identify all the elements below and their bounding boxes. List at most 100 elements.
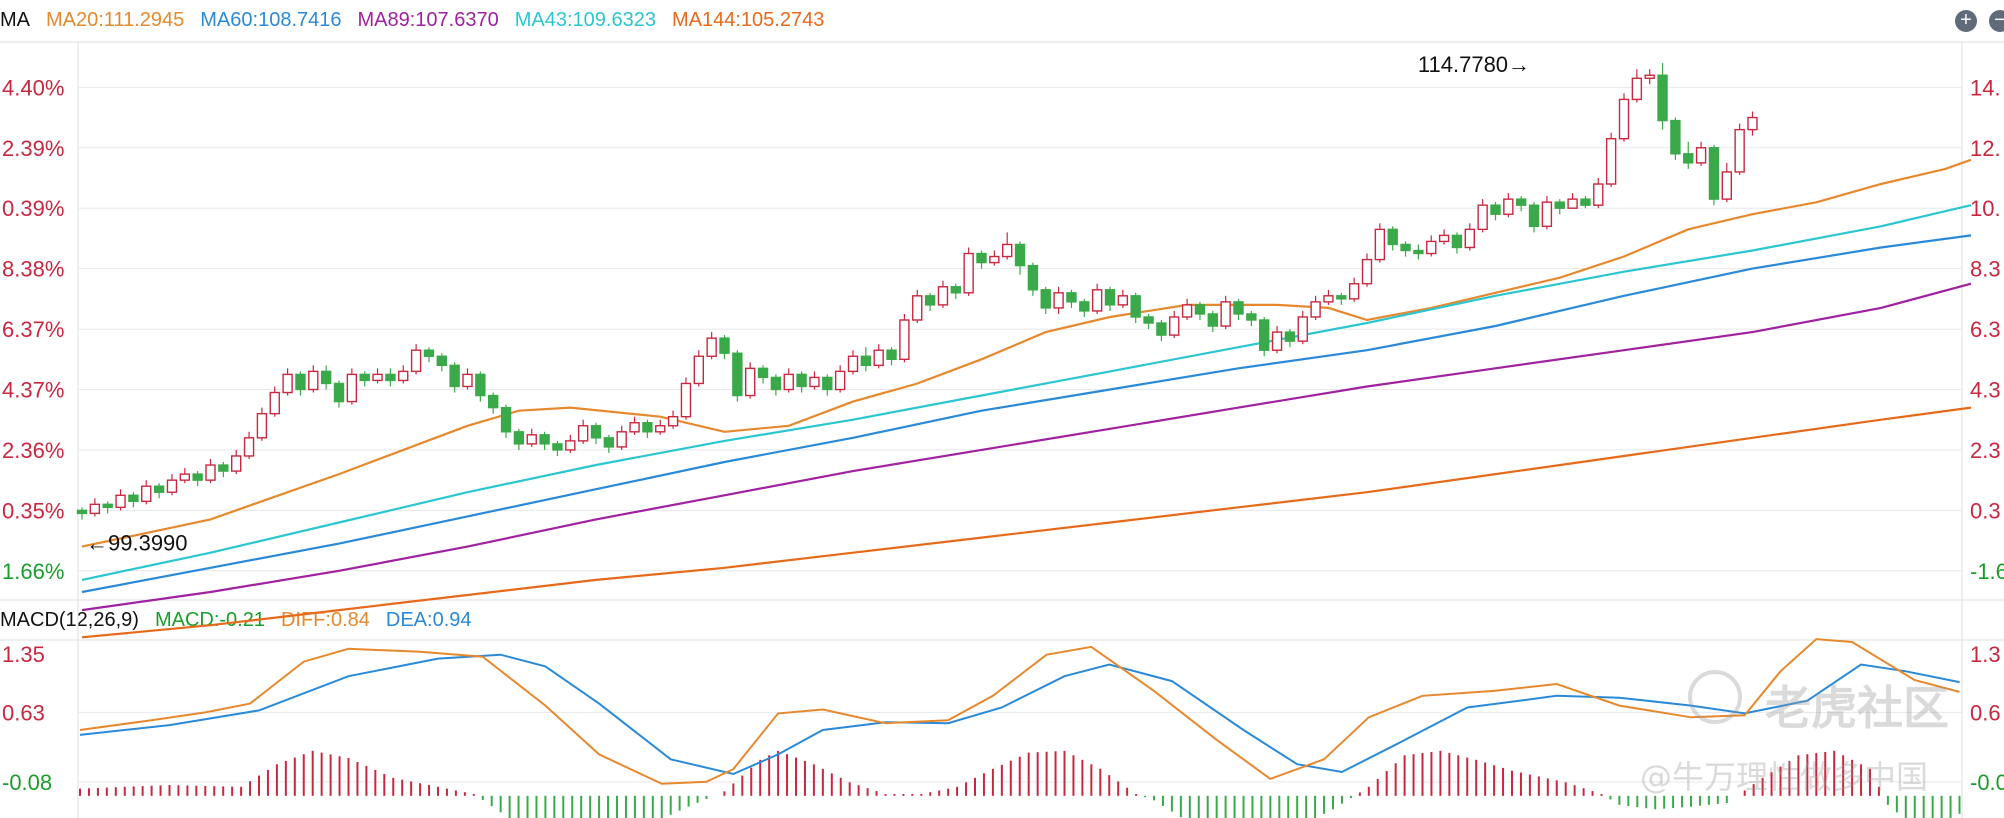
candle-body <box>320 370 332 385</box>
ma-line-ma20 <box>81 158 1972 548</box>
candle-body <box>179 473 191 481</box>
candle-body <box>1734 128 1745 173</box>
right-tick-label: -1.6 <box>1970 559 2004 584</box>
candle-body <box>1220 301 1231 327</box>
candle-body <box>603 437 615 448</box>
candle-body <box>1053 292 1064 309</box>
candle-body <box>1618 98 1630 140</box>
ma-legend-ma60: MA60:108.7416 <box>200 8 342 31</box>
candle-body <box>1348 283 1360 300</box>
candle-body <box>1721 171 1733 200</box>
candle-body <box>796 373 807 388</box>
candle-body <box>346 373 358 403</box>
candle-body <box>706 337 717 357</box>
left-tick-label: 0.39% <box>2 196 64 221</box>
low-annotation: ←99.3990 <box>86 531 188 556</box>
candle-body <box>1670 119 1681 155</box>
candle-body <box>629 422 640 433</box>
right-tick-label: 6.3 <box>1970 317 2001 342</box>
candle-body <box>385 373 396 382</box>
candle-body <box>616 431 627 448</box>
candle-body <box>398 370 409 382</box>
candle-body <box>719 337 730 354</box>
candle-body <box>333 382 345 403</box>
candle-body <box>590 425 602 439</box>
ma-line-ma89 <box>81 282 1972 612</box>
candle-body <box>1091 289 1103 312</box>
candle-body <box>1631 77 1643 101</box>
ma-legend-title: MA <box>0 8 30 31</box>
candle-body <box>295 373 306 391</box>
macd-left-tick-label: 0.63 <box>2 700 45 725</box>
candle-body <box>205 464 216 481</box>
macd-legend-dea: DEA:0.94 <box>385 608 472 631</box>
candle-body <box>963 252 974 294</box>
candle-body <box>76 509 88 515</box>
candle-body <box>912 295 923 321</box>
right-tick-label: 14. <box>1970 75 2001 100</box>
candle-body <box>462 373 473 388</box>
candle-body <box>128 494 139 503</box>
candle-body <box>1310 301 1321 318</box>
ma-legend-ma89: MA89:107.6370 <box>357 8 499 31</box>
macd-right-tick-label: 0.6 <box>1970 700 2001 725</box>
zoom-in-icon[interactable]: + <box>1955 10 1977 32</box>
candle-body <box>1464 228 1476 249</box>
right-tick-label: 4.3 <box>1970 378 2001 403</box>
candle-body <box>141 485 152 503</box>
candle-body <box>809 376 820 388</box>
candle-body <box>1156 322 1167 336</box>
macd-right-tick-label: 1.3 <box>1970 642 2001 667</box>
right-tick-label: 0.3 <box>1970 498 2001 523</box>
candle-body <box>1747 116 1758 131</box>
macd-legend-macd: MACD:-0.21 <box>154 608 265 631</box>
candle-body <box>1490 204 1501 215</box>
candle-body <box>1117 295 1129 306</box>
candle-body <box>667 415 679 427</box>
candle-body <box>757 367 769 379</box>
candle-body <box>1708 147 1720 200</box>
candle-body <box>1593 183 1604 206</box>
macd-right-tick-label: -0.0 <box>1970 770 2004 795</box>
candle-body <box>937 286 949 306</box>
watermark-logo-icon <box>1688 670 1742 724</box>
candle-body <box>1323 295 1334 303</box>
candle-body <box>1130 295 1141 318</box>
candle-body <box>1413 249 1424 255</box>
candle-body <box>1580 198 1591 206</box>
candle-body <box>1528 204 1540 228</box>
candle-body <box>1336 295 1347 300</box>
candle-body <box>745 367 756 397</box>
candle-body <box>1695 147 1707 164</box>
left-tick-label: 8.38% <box>2 257 64 282</box>
candle-body <box>1169 316 1180 336</box>
candle-body <box>1233 301 1244 315</box>
candle-body <box>822 376 833 391</box>
watermark-handle: @牛万理性做多中国 <box>1640 758 1929 796</box>
candle-body <box>1066 292 1077 303</box>
candle-body <box>860 355 872 367</box>
candle-body <box>230 455 242 472</box>
candle-body <box>166 479 178 493</box>
candle-body <box>1683 153 1694 164</box>
right-tick-label: 8.3 <box>1970 257 2001 282</box>
candle-body <box>269 391 280 415</box>
candle-body <box>410 349 422 373</box>
ma-legend-ma20: MA20:111.2945 <box>46 8 185 31</box>
candle-body <box>423 349 435 357</box>
left-tick-label: 6.37% <box>2 317 64 342</box>
candle-body <box>732 352 743 397</box>
candle-body <box>924 295 936 306</box>
candle-body <box>308 370 319 391</box>
candle-body <box>1515 198 1527 206</box>
candle-body <box>526 434 537 445</box>
candle-body <box>1194 304 1206 315</box>
candle-body <box>436 355 447 367</box>
left-tick-label: 1.66% <box>2 559 64 584</box>
candle-body <box>115 494 126 509</box>
zoom-out-icon[interactable]: − <box>1989 10 2004 32</box>
candle-body <box>539 434 550 445</box>
candle-body <box>1477 204 1488 231</box>
candle-body <box>834 370 846 391</box>
